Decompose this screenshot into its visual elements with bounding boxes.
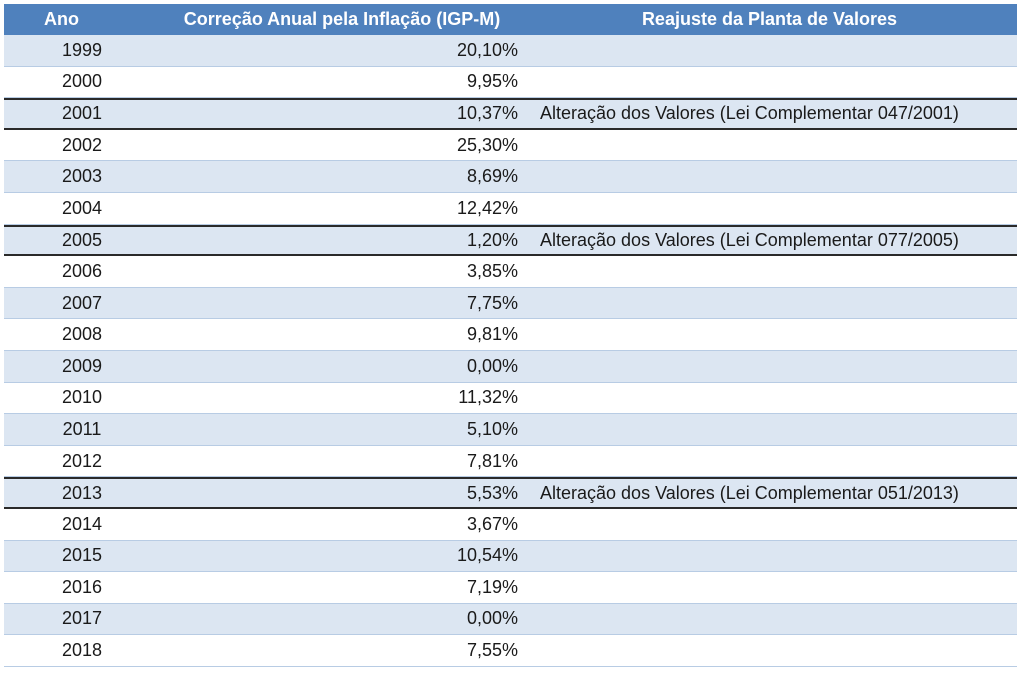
cell-rate: 10,37% — [456, 103, 518, 124]
cell-rate: 8,69% — [466, 166, 518, 187]
cell-year: 2000 — [61, 71, 103, 92]
table-row: 1999 20,10% — [4, 35, 1017, 67]
table-row: 2010 11,32% — [4, 382, 1017, 415]
table-row: 2008 9,81% — [4, 319, 1017, 351]
cell-year: 2014 — [61, 513, 103, 534]
cell-year: 2010 — [61, 387, 103, 408]
cell-rate: 10,54% — [456, 545, 518, 566]
cell-year: 2003 — [61, 166, 103, 187]
cell-rate: 0,00% — [466, 608, 518, 629]
table-row: 2017 0,00% — [4, 603, 1017, 636]
cell-year: 2009 — [61, 355, 103, 376]
cell-year: 2001 — [61, 103, 103, 124]
cell-year: 2004 — [61, 197, 103, 218]
table-row: 2009 0,00% — [4, 350, 1017, 383]
cell-rate: 3,67% — [466, 513, 518, 534]
cell-rate: 5,53% — [466, 482, 518, 503]
cell-note: Alteração dos Valores (Lei Complementar … — [540, 103, 959, 124]
igpm-table: Ano Correção Anual pela Inflação (IGP-M)… — [4, 4, 1017, 667]
cell-year: 2015 — [61, 545, 103, 566]
cell-rate: 9,95% — [466, 71, 518, 92]
cell-year: 2011 — [62, 418, 102, 439]
cell-rate: 7,75% — [466, 292, 518, 313]
table-row: 2012 7,81% — [4, 445, 1017, 478]
cell-year: 2012 — [61, 450, 103, 471]
table-row: 2002 25,30% — [4, 129, 1017, 162]
cell-rate: 0,00% — [466, 355, 518, 376]
table-row: 2006 3,85% — [4, 256, 1017, 288]
table-row: 2011 5,10% — [4, 414, 1017, 446]
table-row: 2014 3,67% — [4, 508, 1017, 541]
cell-rate: 11,32% — [458, 387, 518, 408]
cell-year: 2007 — [61, 292, 103, 313]
table-row: 2007 7,75% — [4, 287, 1017, 320]
cell-year: 2002 — [61, 134, 103, 155]
table-row: 2016 7,19% — [4, 572, 1017, 604]
cell-rate: 9,81% — [466, 324, 518, 345]
cell-year: 2018 — [61, 640, 103, 661]
cell-rate: 25,30% — [456, 134, 518, 155]
cell-rate: 20,10% — [456, 39, 518, 60]
cell-rate: 5,10% — [466, 418, 518, 439]
cell-rate: 3,85% — [466, 260, 518, 281]
cell-rate: 1,20% — [466, 229, 518, 250]
cell-year: 2017 — [61, 608, 103, 629]
table-row: 2001 10,37% Alteração dos Valores (Lei Com… — [4, 98, 1017, 130]
cell-year: 2008 — [61, 324, 103, 345]
cell-note: Alteração dos Valores (Lei Complementar … — [540, 229, 959, 250]
cell-year: 1999 — [61, 39, 103, 60]
table-body: 1999 20,10% 2000 9,95% 2001 10,37% Alteração d… — [4, 35, 1017, 667]
table-row: 2018 7,55% — [4, 635, 1017, 667]
table-row: 2004 12,42% — [4, 192, 1017, 225]
header-note: Reajuste da Planta de Valores — [641, 9, 898, 29]
cell-year: 2016 — [61, 576, 103, 597]
table-row: 2000 9,95% — [4, 66, 1017, 99]
cell-rate: 7,55% — [466, 640, 518, 661]
table-header: Ano Correção Anual pela Inflação (IGP-M)… — [4, 4, 1017, 35]
header-year: Ano — [44, 9, 79, 29]
cell-rate: 7,81% — [466, 450, 518, 471]
cell-year: 2006 — [61, 260, 103, 281]
cell-rate: 7,19% — [466, 576, 518, 597]
table-row: 2003 8,69% — [4, 161, 1017, 193]
header-rate: Correção Anual pela Inflação (IGP-M) — [183, 9, 501, 29]
cell-note: Alteração dos Valores (Lei Complementar … — [540, 482, 959, 503]
cell-rate: 12,42% — [456, 197, 518, 218]
cell-year: 2013 — [61, 482, 103, 503]
table-row: 2015 10,54% — [4, 540, 1017, 573]
table-row: 2005 1,20% Alteração dos Valores (Lei Comp… — [4, 224, 1017, 257]
cell-year: 2005 — [61, 229, 103, 250]
table-row: 2013 5,53% Alteração dos Valores (Lei Comp… — [4, 477, 1017, 509]
